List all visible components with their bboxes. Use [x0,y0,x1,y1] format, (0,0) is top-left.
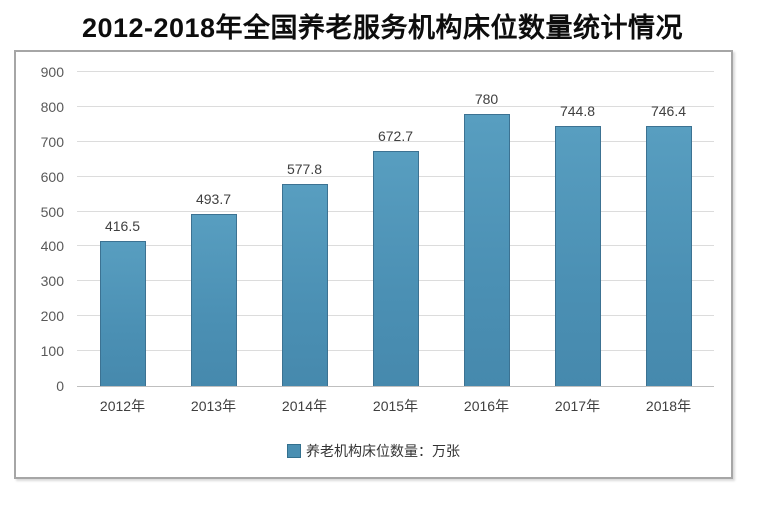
y-axis: 0 100 200 300 400 500 600 700 800 900 [20,65,64,393]
bar [372,151,419,386]
y-tick-label: 700 [40,133,64,150]
x-axis-labels: 2012年 2013年 2014年 2015年 2016年 2017年 2018年 [77,396,714,416]
legend: 养老机构床位数量：万张 [16,441,731,461]
bar-value-label: 672.7 [377,128,414,145]
gridline [77,140,714,142]
x-tick-label: 2013年 [190,398,237,414]
bar [99,240,146,386]
bar-column: 744.8 [532,72,623,386]
plot-area: 416.5 493.7 577.8 672.7 780 744.8 746.4 [77,71,714,387]
y-tick-label: 500 [40,203,64,220]
y-tick-label: 300 [40,273,64,290]
legend-square-icon [287,444,301,458]
x-tick-label: 2016年 [463,398,510,414]
x-tick-label: 2015年 [372,398,419,414]
bar [554,126,601,386]
bar-column: 672.7 [350,72,441,386]
bar-value-label: 780 [474,90,499,107]
x-tick-label: 2018年 [645,398,692,414]
bar-column: 780 [441,72,532,386]
x-tick-label: 2014年 [281,398,328,414]
y-tick-label: 900 [40,64,64,80]
gridline [77,105,714,107]
y-tick-label: 800 [40,98,64,115]
bar [190,213,237,386]
y-tick-label: 600 [40,168,64,185]
y-tick-label: 400 [40,238,64,255]
bar-value-label: 577.8 [286,161,323,178]
y-tick-label: 200 [40,308,64,325]
chart-panel: 0 100 200 300 400 500 600 700 800 900 416.5 493.7 5… [14,50,733,479]
x-tick-label: 2012年 [99,398,146,414]
bar-value-label: 746.4 [650,102,687,119]
bar-value-label: 493.7 [195,190,232,207]
bar [645,125,692,386]
bar-column: 577.8 [259,72,350,386]
bar [463,113,510,386]
bar-column: 493.7 [168,72,259,386]
gridline [77,71,714,72]
y-tick-label: 100 [40,343,64,360]
page-title: 2012-2018年全国养老服务机构床位数量统计情况 [81,13,684,43]
bar-column: 416.5 [77,72,168,386]
legend-label: 养老机构床位数量：万张 [306,443,460,459]
bar [281,184,328,386]
bar-value-label: 416.5 [104,217,141,234]
x-tick-label: 2017年 [554,398,601,414]
bar-value-label: 744.8 [559,103,596,120]
bar-series: 416.5 493.7 577.8 672.7 780 744.8 746.4 [77,72,714,386]
bar-column: 746.4 [623,72,714,386]
y-tick-label: 0 [56,378,64,394]
